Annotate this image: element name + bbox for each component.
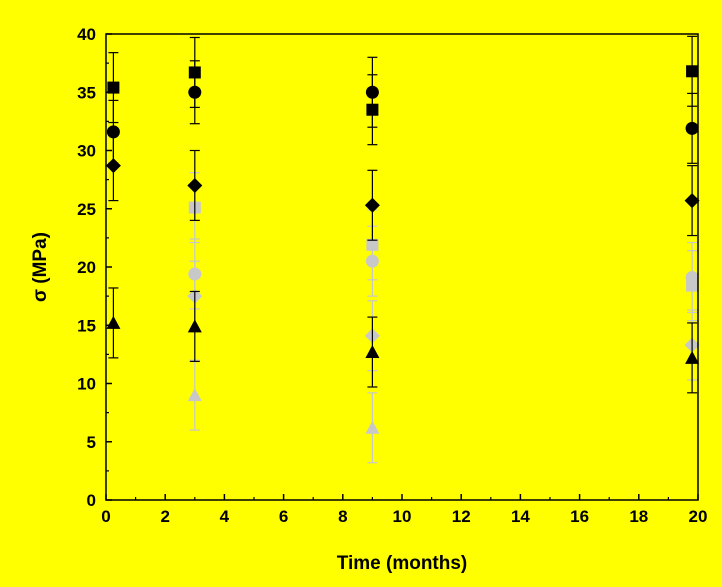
x-tick-label: 14: [511, 507, 530, 526]
data-series: [188, 172, 699, 322]
triangle-marker: [187, 319, 202, 333]
triangle-marker: [685, 350, 700, 364]
x-tick-label: 18: [629, 507, 648, 526]
x-tick-label: 0: [101, 507, 110, 526]
diamond-marker: [105, 158, 121, 174]
x-tick-label: 12: [452, 507, 471, 526]
y-tick-label: 40: [77, 25, 96, 44]
data-series: [187, 260, 700, 381]
diamond-marker: [187, 177, 203, 193]
data-series: [105, 130, 700, 241]
y-tick-label: 5: [87, 433, 96, 452]
triangle-marker: [365, 420, 380, 434]
data-series: [187, 359, 380, 464]
y-tick-label: 0: [87, 491, 96, 510]
x-tick-label: 16: [570, 507, 589, 526]
x-tick-label: 8: [338, 507, 347, 526]
y-tick-label: 15: [77, 316, 96, 335]
x-tick-label: 10: [393, 507, 412, 526]
circle-marker: [685, 121, 699, 135]
x-tick-label: 20: [689, 507, 708, 526]
triangle-marker: [365, 345, 380, 358]
circle-marker: [685, 270, 699, 284]
diamond-marker: [364, 197, 380, 213]
diamond-marker: [684, 193, 700, 209]
triangle-marker: [106, 315, 121, 329]
circle-marker: [365, 254, 379, 268]
x-tick-label: 6: [279, 507, 288, 526]
x-tick-label: 4: [220, 507, 230, 526]
square-marker: [107, 81, 120, 94]
circle-marker: [365, 85, 379, 99]
circle-marker: [188, 85, 202, 99]
data-marks: [105, 35, 700, 464]
y-axis-title: σ (MPa): [30, 232, 51, 302]
data-series: [188, 225, 699, 314]
y-tick-label: 30: [77, 142, 96, 161]
axes: 0 2 4 6 8 10 12 14 16 18 20 0 5 10 15 20 25 30 35 40: [77, 25, 707, 526]
square-marker: [686, 65, 699, 78]
data-series: [106, 287, 700, 394]
y-tick-label: 25: [77, 200, 96, 219]
x-axis-title: Time (months): [337, 553, 468, 574]
y-tick-label: 20: [77, 258, 96, 277]
x-tick-label: 2: [160, 507, 169, 526]
y-tick-label: 35: [77, 83, 96, 102]
y-tick-label: 10: [77, 375, 96, 394]
triangle-marker: [187, 388, 202, 402]
